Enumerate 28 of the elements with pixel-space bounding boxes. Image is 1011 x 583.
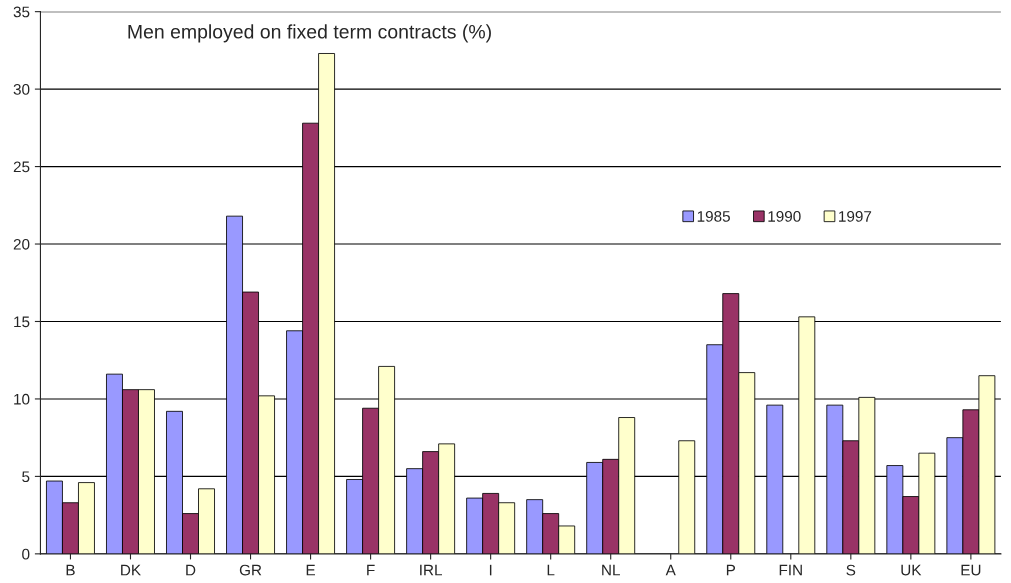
y-tick-label: 10 — [14, 393, 30, 405]
y-tick-label: 5 — [22, 471, 30, 483]
x-tick-label: P — [726, 564, 736, 576]
x-tick-label: F — [367, 564, 375, 576]
x-tick-label: E — [306, 564, 316, 576]
y-tick-label: 0 — [22, 548, 30, 560]
legend-label: 1990 — [768, 210, 801, 222]
y-tick-label: 30 — [13, 83, 30, 95]
x-tick-label: D — [186, 564, 196, 576]
y-tick-label: 35 — [13, 6, 30, 18]
y-tick-label: 20 — [13, 238, 30, 250]
text: Men employed on fixed term contracts (%) — [128, 24, 491, 43]
x-tick-label: IRL — [420, 564, 442, 576]
x-tick-label: L — [547, 564, 555, 576]
y-tick-label: 25 — [13, 161, 30, 173]
x-tick-label: I — [489, 564, 492, 576]
x-tick-label: UK — [901, 564, 922, 576]
y-tick-label: 15 — [14, 316, 30, 328]
x-tick-label: S — [846, 564, 856, 576]
x-tick-label: EU — [961, 564, 981, 576]
x-tick-label: A — [665, 564, 676, 576]
x-tick-label: NL — [602, 564, 620, 576]
x-tick-label: B — [66, 564, 75, 576]
legend-label: 1997 — [839, 210, 872, 222]
x-tick-label: GR — [239, 564, 262, 576]
legend-label: 1985 — [697, 210, 730, 222]
x-tick-label: FIN — [779, 564, 802, 576]
x-tick-label: DK — [121, 564, 141, 576]
